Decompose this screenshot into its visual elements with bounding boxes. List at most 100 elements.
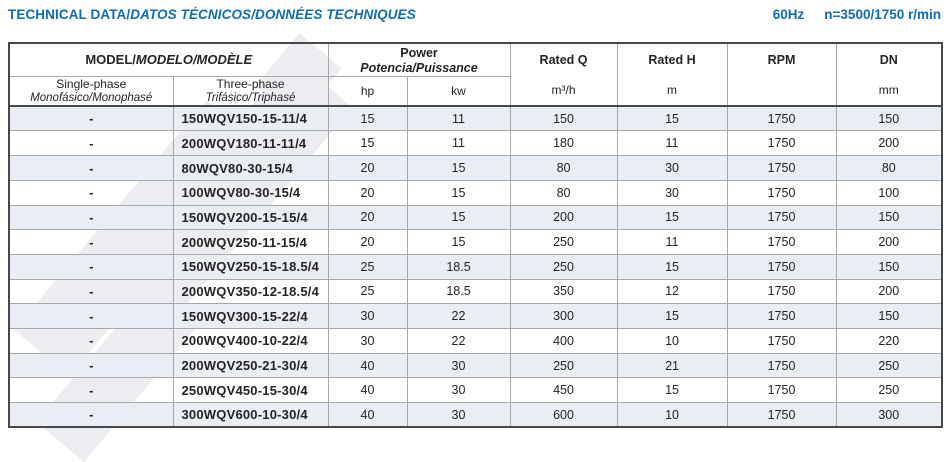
cell-rated-h: 10 [616, 402, 728, 428]
cell-hp: 25 [327, 278, 408, 305]
cell-kw: 15 [406, 179, 511, 206]
cell-rpm: 1750 [726, 327, 837, 354]
cell-dn: 300 [835, 402, 943, 428]
cell-hp: 25 [327, 253, 408, 280]
cell-rpm: 1750 [726, 130, 837, 157]
cell-model: 150WQV150-15-11/4 [172, 105, 329, 132]
cell-hp: 40 [327, 377, 408, 404]
header-dn-unit: mm [878, 83, 899, 98]
cell-dn: 200 [835, 229, 943, 255]
cell-rpm: 1750 [726, 303, 837, 329]
header-rated-h-unit: m [667, 83, 678, 98]
cell-single-phase: - [8, 229, 174, 255]
cell-rpm: 1750 [726, 155, 837, 181]
cell-dn: 220 [835, 327, 943, 354]
cell-dn: 100 [835, 179, 943, 206]
cell-rated-q: 150 [509, 105, 618, 132]
cell-rated-q: 200 [509, 204, 618, 231]
header-hp-label: hp [360, 83, 375, 98]
table-row: - 150WQV150-15-11/4 15 11 150 15 1750 15… [8, 105, 943, 132]
cell-rated-q: 80 [509, 155, 618, 181]
cell-rated-q: 250 [509, 352, 618, 379]
cell-dn: 150 [835, 253, 943, 280]
cell-kw: 15 [406, 155, 511, 181]
cell-single-phase: - [8, 377, 174, 404]
header-dn-title: DN [879, 53, 898, 68]
table-body: - 150WQV150-15-11/4 15 11 150 15 1750 15… [8, 105, 943, 428]
cell-rated-q: 600 [509, 402, 618, 428]
cell-dn: 150 [835, 204, 943, 231]
cell-rated-h: 12 [616, 278, 728, 305]
header-hp: hp [327, 75, 408, 108]
cell-kw: 18.5 [406, 253, 511, 280]
cell-kw: 15 [406, 204, 511, 231]
header-three-phase: Three-phase Trifásico/Triphasé [172, 75, 329, 108]
cell-rpm: 1750 [726, 352, 837, 379]
cell-model: 100WQV80-30-15/4 [172, 179, 329, 206]
cell-rated-h: 11 [616, 229, 728, 255]
header-rpm-title: RPM [767, 53, 796, 68]
cell-dn: 250 [835, 377, 943, 404]
cell-hp: 30 [327, 303, 408, 329]
cell-rated-q: 250 [509, 253, 618, 280]
table-row: - 250WQV450-15-30/4 40 30 450 15 1750 25… [8, 377, 943, 404]
cell-rated-q: 250 [509, 229, 618, 255]
cell-rated-q: 80 [509, 179, 618, 206]
cell-rated-q: 180 [509, 130, 618, 157]
page-title: TECHNICAL DATA/DATOS TÉCNICOS/DONNÉES TE… [8, 7, 416, 22]
cell-model: 200WQV350-12-18.5/4 [172, 278, 329, 305]
cell-rated-q: 450 [509, 377, 618, 404]
cell-dn: 80 [835, 155, 943, 181]
header-rated-h-title: Rated H [648, 53, 696, 68]
cell-hp: 40 [327, 352, 408, 379]
cell-model: 80WQV80-30-15/4 [172, 155, 329, 181]
cell-rpm: 1750 [726, 278, 837, 305]
cell-model: 250WQV450-15-30/4 [172, 377, 329, 404]
table-row: - 150WQV200-15-15/4 20 15 200 15 1750 15… [8, 204, 943, 231]
cell-model: 150WQV200-15-15/4 [172, 204, 329, 231]
cell-kw: 22 [406, 327, 511, 354]
page-title-normal: TECHNICAL DATA/ [8, 7, 131, 22]
cell-rpm: 1750 [726, 105, 837, 132]
cell-single-phase: - [8, 402, 174, 428]
cell-rpm: 1750 [726, 204, 837, 231]
frequency-value: 60Hz [772, 7, 805, 22]
cell-single-phase: - [8, 352, 174, 379]
cell-rpm: 1750 [726, 377, 837, 404]
cell-rated-h: 15 [616, 377, 728, 404]
table-row: - 200WQV180-11-11/4 15 11 180 11 1750 20… [8, 130, 943, 157]
cell-rpm: 1750 [726, 229, 837, 255]
cell-rated-q: 300 [509, 303, 618, 329]
cell-single-phase: - [8, 155, 174, 181]
cell-kw: 15 [406, 229, 511, 255]
cell-single-phase: - [8, 105, 174, 132]
header-model-group: MODEL/MODELO/MODÈLE [8, 42, 329, 77]
frequency-info: 60Hz n=3500/1750 r/min [773, 7, 941, 22]
cell-single-phase: - [8, 179, 174, 206]
cell-hp: 20 [327, 179, 408, 206]
page-title-italic: DATOS TÉCNICOS/DONNÉES TECHNIQUES [130, 7, 416, 22]
header-single-phase-es-fr: Monofásico/Monophasé [30, 91, 153, 104]
header-rpm: RPM [726, 42, 837, 108]
header-dn: DN mm [835, 42, 943, 108]
header-three-phase-es-fr: Trifásico/Triphasé [205, 91, 296, 104]
table-row: - 100WQV80-30-15/4 20 15 80 30 1750 100 [8, 179, 943, 206]
cell-rpm: 1750 [726, 402, 837, 428]
cell-hp: 20 [327, 229, 408, 255]
header-power-italic: Potencia/Puissance [360, 60, 478, 75]
cell-model: 150WQV300-15-22/4 [172, 303, 329, 329]
cell-hp: 40 [327, 402, 408, 428]
cell-rated-h: 30 [616, 179, 728, 206]
cell-rated-h: 10 [616, 327, 728, 354]
header-power-group: Power Potencia/Puissance [327, 42, 511, 77]
header-model-normal: MODEL/ [85, 52, 136, 68]
header-rated-q: Rated Q m³/h [509, 42, 618, 108]
cell-kw: 11 [406, 130, 511, 157]
cell-rpm: 1750 [726, 179, 837, 206]
cell-rated-h: 15 [616, 303, 728, 329]
cell-model: 150WQV250-15-18.5/4 [172, 253, 329, 280]
table-row: - 150WQV300-15-22/4 30 22 300 15 1750 15… [8, 303, 943, 329]
cell-hp: 30 [327, 327, 408, 354]
cell-single-phase: - [8, 327, 174, 354]
cell-rated-h: 30 [616, 155, 728, 181]
